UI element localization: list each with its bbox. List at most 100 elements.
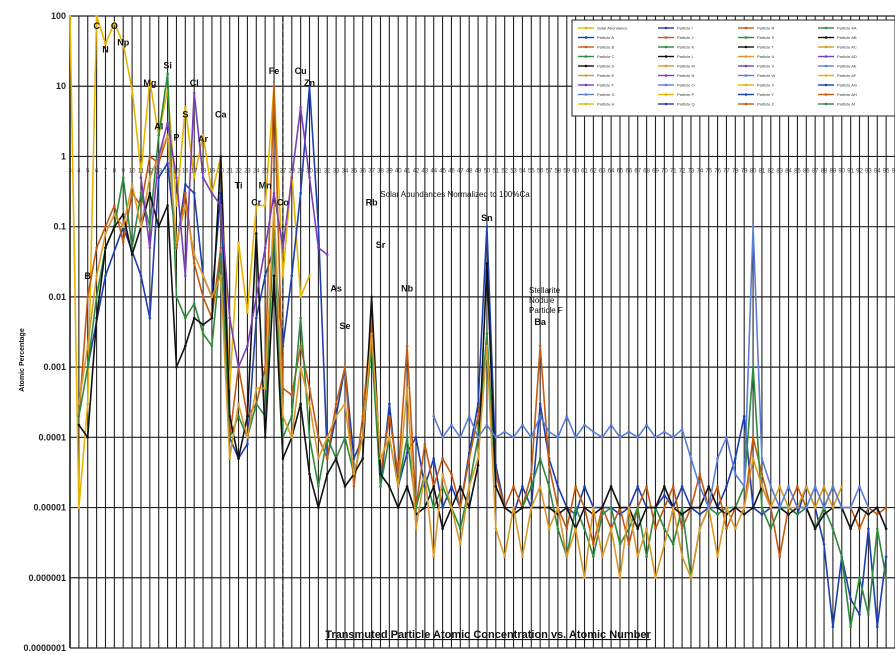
x-tick-label: 64 — [608, 168, 615, 174]
data-point — [210, 191, 214, 195]
data-point — [875, 625, 879, 629]
data-series — [68, 14, 888, 629]
data-point — [547, 430, 551, 434]
data-point — [680, 555, 684, 558]
data-point — [175, 240, 178, 244]
x-tick-label: 25 — [262, 168, 269, 174]
data-point — [388, 436, 391, 439]
x-tick-label: 68 — [643, 168, 650, 174]
x-tick-label: 15 — [173, 168, 180, 174]
element-label: Ar — [198, 134, 208, 144]
stellarite-annotation-line2: Nodule — [529, 296, 555, 305]
x-tick-label: 96 — [892, 168, 895, 174]
data-point — [139, 191, 143, 195]
data-point — [299, 106, 302, 109]
x-tick-label: 93 — [865, 168, 872, 174]
element-label: Sn — [481, 213, 493, 223]
data-point — [432, 506, 436, 509]
data-point — [130, 88, 134, 91]
data-point — [308, 176, 311, 179]
x-tick-label: 39 — [386, 168, 393, 174]
x-tick-label: 76 — [714, 168, 721, 174]
data-point — [671, 542, 675, 546]
data-point — [263, 274, 267, 278]
data-point — [512, 506, 515, 509]
x-tick-label: 78 — [732, 168, 739, 174]
data-point — [689, 457, 693, 460]
data-point — [547, 463, 551, 467]
x-tick-label: 9 — [122, 168, 126, 174]
data-point — [254, 316, 258, 320]
x-tick-label: 55 — [528, 168, 535, 174]
data-point — [432, 485, 436, 488]
data-point — [246, 436, 249, 439]
data-point — [184, 344, 187, 348]
data-point — [361, 457, 365, 460]
data-point — [680, 506, 684, 509]
data-point — [175, 246, 178, 250]
data-point — [343, 402, 347, 406]
data-point — [219, 246, 223, 250]
data-point — [583, 485, 586, 488]
data-point — [476, 402, 480, 406]
data-point — [290, 436, 294, 439]
data-point — [317, 225, 320, 228]
data-point — [627, 542, 631, 546]
data-point — [583, 506, 586, 509]
data-point — [822, 506, 826, 509]
data-point — [503, 555, 506, 558]
data-point — [86, 295, 90, 299]
x-tick-label: 92 — [856, 168, 863, 174]
data-point — [95, 274, 98, 278]
data-point — [636, 436, 640, 439]
x-tick-label: 50 — [484, 168, 491, 174]
legend-marker — [824, 36, 828, 39]
legend-entry: Particle AA — [837, 26, 857, 31]
series-line — [86, 85, 887, 628]
x-tick-label: 27 — [280, 168, 287, 174]
data-point — [113, 213, 116, 216]
legend-entry: Particle G — [597, 92, 615, 97]
x-tick-label: 57 — [546, 168, 553, 174]
x-tick-label: 5 — [86, 168, 90, 174]
data-point — [467, 457, 471, 460]
data-point — [592, 506, 595, 509]
legend-marker — [744, 36, 748, 39]
data-point — [751, 457, 755, 460]
data-point — [698, 506, 702, 509]
legend-entry: Particle AH — [837, 92, 857, 97]
data-point — [139, 204, 143, 207]
data-point — [529, 506, 533, 509]
legend-marker — [744, 83, 748, 87]
data-point — [716, 485, 719, 488]
data-point — [166, 121, 169, 125]
data-point — [246, 311, 249, 314]
x-tick-label: 10 — [129, 168, 136, 174]
element-label: N — [102, 45, 109, 55]
data-point — [343, 365, 347, 369]
legend-entry: Particle J — [677, 35, 693, 40]
data-point — [281, 457, 285, 460]
data-point — [654, 576, 657, 580]
data-point — [858, 506, 861, 509]
data-point — [414, 436, 418, 439]
data-point — [254, 232, 258, 235]
element-label: B — [84, 271, 91, 281]
data-point — [290, 393, 294, 397]
data-point — [317, 246, 320, 250]
element-label: Cl — [190, 78, 199, 88]
data-point — [104, 232, 107, 235]
data-point — [299, 402, 302, 406]
data-point — [308, 386, 311, 390]
data-point — [574, 485, 577, 488]
data-point — [503, 506, 506, 509]
data-point — [627, 506, 631, 509]
x-tick-label: 59 — [563, 168, 570, 174]
data-point — [884, 576, 888, 580]
data-point — [148, 79, 152, 82]
data-point — [325, 436, 329, 439]
x-tick-label: 45 — [439, 168, 446, 174]
data-point — [787, 513, 790, 516]
legend-marker — [744, 93, 748, 96]
